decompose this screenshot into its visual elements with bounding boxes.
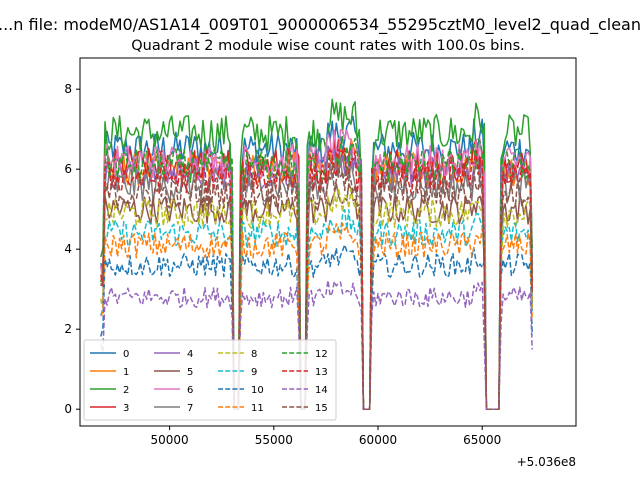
legend-label-15: 15: [315, 403, 328, 414]
series-line-9: [100, 208, 533, 410]
y-tick-label: 6: [64, 162, 72, 176]
legend-label-11: 11: [251, 403, 264, 414]
legend-label-1: 1: [123, 367, 129, 378]
y-tick-label: 0: [64, 402, 72, 416]
y-axis: 0 2 4 6 8: [64, 82, 80, 416]
x-tick-label: 65000: [463, 433, 501, 447]
x-tick-label: 60000: [359, 433, 397, 447]
x-axis: 50000 55000 60000 65000: [151, 426, 501, 447]
legend-label-5: 5: [187, 367, 193, 378]
y-tick-label: 4: [64, 242, 72, 256]
legend-box: [83, 339, 337, 421]
series-line-5: [100, 183, 533, 410]
chart-title: Quadrant 2 module wise count rates with …: [131, 38, 525, 54]
legend-label-0: 0: [123, 349, 129, 360]
series-line-8: [100, 187, 533, 410]
figure-suptitle: ...n file: modeM0/AS1A14_009T01_90000065…: [0, 15, 640, 35]
legend-label-14: 14: [315, 385, 328, 396]
x-tick-label: 55000: [255, 433, 293, 447]
plot-frame: [79, 57, 577, 427]
series-line-14: [100, 279, 533, 410]
legend-label-8: 8: [251, 349, 257, 360]
legend-label-12: 12: [315, 349, 328, 360]
series-line-10: [100, 244, 533, 410]
legend-label-6: 6: [187, 385, 193, 396]
x-offset-label: +5.036e8: [517, 455, 576, 469]
series-line-7: [100, 156, 533, 410]
series-line-15: [100, 164, 533, 410]
legend-label-13: 13: [315, 367, 328, 378]
x-tick-label: 50000: [151, 433, 189, 447]
series-line-11: [100, 222, 533, 410]
series-layer: [100, 98, 533, 410]
legend-label-10: 10: [251, 385, 264, 396]
y-tick-label: 8: [64, 82, 72, 96]
legend-label-3: 3: [123, 403, 129, 414]
legend-label-7: 7: [187, 403, 193, 414]
series-line-2: [100, 98, 533, 410]
legend-label-9: 9: [251, 367, 257, 378]
series-line-13: [100, 147, 533, 410]
legend-label-2: 2: [123, 385, 129, 396]
y-tick-label: 2: [64, 322, 72, 336]
legend-label-4: 4: [187, 349, 193, 360]
